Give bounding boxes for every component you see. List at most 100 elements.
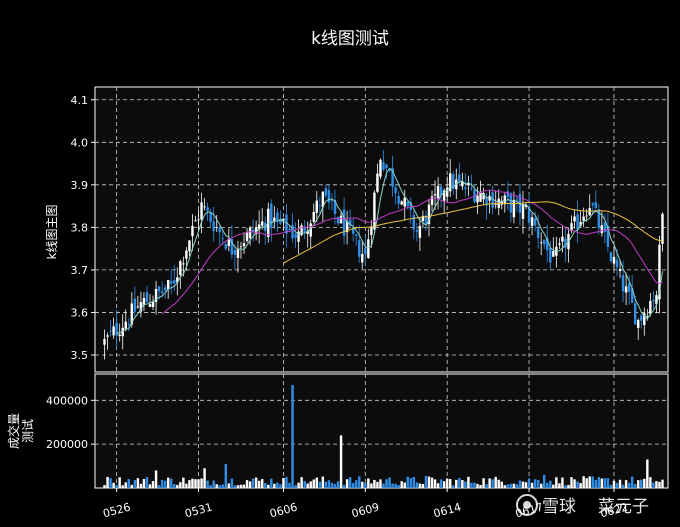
- volume-bar: [318, 481, 322, 488]
- candle-body: [203, 206, 206, 208]
- candle-body: [145, 292, 149, 303]
- volume-bar: [373, 479, 376, 488]
- candle-body: [536, 228, 540, 238]
- candle-body: [412, 215, 416, 230]
- candle-body: [543, 239, 546, 245]
- volume-bar: [236, 485, 240, 488]
- candle-body: [533, 218, 537, 226]
- volume-bar: [600, 478, 604, 488]
- volume-bar: [412, 476, 416, 488]
- volume-bar: [160, 479, 164, 488]
- volume-bar: [573, 479, 576, 488]
- volume-bar: [206, 480, 209, 488]
- price-tick-label: 3.8: [71, 221, 89, 234]
- candle-body: [230, 239, 234, 255]
- volume-bar: [239, 484, 243, 488]
- volume-bar: [364, 482, 367, 488]
- volume-bar: [579, 483, 582, 488]
- volume-bar: [530, 482, 534, 488]
- volume-bar: [285, 476, 288, 488]
- volume-bar: [124, 482, 127, 488]
- x-tick-label: 0526: [102, 501, 132, 521]
- volume-bar: [582, 476, 585, 488]
- candle-body: [176, 277, 179, 283]
- watermark-user: 菜元子: [598, 497, 649, 517]
- watermark-brand: 雪球: [542, 497, 576, 517]
- candle-body: [476, 195, 479, 203]
- candle-body: [430, 196, 434, 205]
- volume-bar: [209, 485, 212, 488]
- candle-body: [373, 192, 376, 230]
- candle-body: [115, 322, 118, 336]
- candle-body: [452, 174, 455, 189]
- candle-body: [182, 263, 185, 265]
- candle-body: [248, 228, 252, 239]
- candle-body: [646, 316, 649, 317]
- volume-bar: [543, 474, 546, 488]
- candle-body: [173, 280, 176, 284]
- candle-body: [251, 229, 255, 233]
- volume-bar: [518, 480, 522, 488]
- volume-bar: [248, 481, 252, 488]
- x-tick-label: 0531: [183, 501, 213, 521]
- volume-bar: [264, 483, 267, 488]
- volume-bar: [488, 478, 491, 488]
- volume-bar: [176, 484, 179, 488]
- candle-body: [649, 301, 652, 314]
- volume-bar: [591, 476, 594, 488]
- candle-body: [546, 238, 549, 251]
- volume-bar: [242, 484, 246, 488]
- volume-bar: [415, 482, 419, 488]
- candle-body: [594, 202, 597, 208]
- candle-body: [273, 217, 276, 222]
- candle-body: [270, 203, 273, 228]
- volume-bar: [303, 480, 306, 488]
- candle-body: [315, 200, 318, 213]
- candle-body: [630, 288, 634, 303]
- candle-body: [479, 193, 482, 202]
- volume-bar: [391, 483, 394, 488]
- candle-body: [394, 187, 397, 193]
- candle-body: [433, 194, 437, 196]
- volume-bar: [194, 479, 197, 488]
- candle-body: [124, 321, 127, 329]
- volume-bar: [200, 478, 203, 488]
- candle-body: [421, 215, 425, 222]
- candle-body: [561, 236, 564, 242]
- candle-body: [458, 174, 461, 182]
- volume-bar: [485, 484, 488, 488]
- candle-body: [467, 182, 470, 186]
- volume-bar: [521, 481, 525, 488]
- candle-body: [291, 225, 294, 239]
- candle-body: [449, 173, 452, 192]
- volume-bar: [276, 482, 279, 488]
- candle-body: [418, 225, 422, 238]
- volume-bar: [154, 470, 158, 488]
- moving-average-line: [116, 167, 663, 334]
- volume-bar: [157, 485, 161, 488]
- volume-bar: [297, 482, 300, 488]
- volume-bar: [558, 483, 561, 488]
- candle-body: [527, 206, 531, 223]
- candle-body: [615, 259, 619, 268]
- volume-bar: [552, 484, 555, 488]
- candle-body: [621, 275, 625, 292]
- candle-body: [191, 225, 194, 237]
- candle-body: [391, 167, 394, 187]
- volume-bar: [561, 477, 564, 488]
- volume-bar: [215, 484, 218, 488]
- candle-body: [470, 188, 473, 190]
- candle-body: [339, 215, 343, 224]
- volume-bar: [452, 485, 455, 488]
- volume-bar: [327, 480, 331, 488]
- volume-bar: [397, 484, 400, 488]
- volume-bar: [333, 484, 337, 488]
- candle-body: [227, 238, 231, 247]
- volume-bar: [257, 480, 261, 488]
- volume-bar: [103, 485, 106, 488]
- volume-bar: [576, 481, 579, 488]
- volume-bar: [418, 483, 422, 488]
- volume-bar: [455, 479, 458, 488]
- candle-body: [570, 223, 573, 231]
- candle-body: [136, 306, 140, 308]
